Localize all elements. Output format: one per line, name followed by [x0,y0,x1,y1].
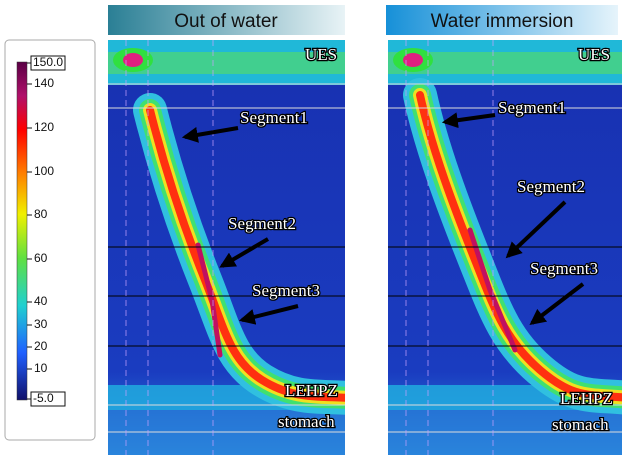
tick-label: 80 [34,207,48,221]
stomach-label: stomach [552,415,609,434]
colorbar [17,62,27,400]
panel-title: Water immersion [431,11,574,32]
segment2-label: Segment2 [517,177,585,196]
tick-label: 100 [34,164,54,178]
panel-title: Out of water [174,11,278,32]
tick-label: -5.0 [33,391,54,405]
lehpz-label: LEHPZ [285,381,338,400]
tick-label: 140 [34,76,54,90]
segment3-label: Segment3 [530,259,598,278]
tick-label: 150.0 [33,55,63,69]
tick-label: 10 [34,361,48,375]
lehpz-label: LEHPZ [560,389,613,408]
segment1-label: Segment1 [498,98,566,117]
stomach-label: stomach [278,412,335,431]
tick-label: 40 [34,294,48,308]
ues-label: UES [305,45,337,64]
tick-label: 120 [34,120,54,134]
ues-label: UES [578,45,610,64]
segment1-label: Segment1 [240,108,308,127]
tick-label: 30 [34,317,48,331]
tick-label: 20 [34,339,48,353]
segment2-label: Segment2 [228,214,296,233]
segment3-label: Segment3 [252,281,320,300]
tick-label: 60 [34,251,48,265]
figure: Out of water Water immersion 150.0 140 120… [0,0,622,457]
